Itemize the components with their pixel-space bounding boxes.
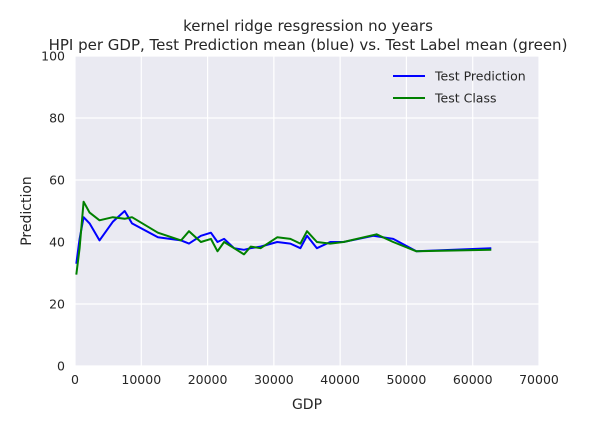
x-tick-label: 40000 <box>320 372 360 387</box>
legend: Test Prediction Test Class <box>393 69 526 106</box>
plot-area <box>75 56 539 366</box>
grid <box>74 55 540 367</box>
y-tick-label: 40 <box>49 235 65 250</box>
x-axis-label: GDP <box>292 397 322 413</box>
y-axis-label: Prediction <box>19 176 35 246</box>
x-tick-label: 0 <box>71 372 79 387</box>
y-tick-label: 80 <box>49 111 65 126</box>
chart-title-line2: HPI per GDP, Test Prediction mean (blue)… <box>49 36 568 54</box>
y-tick-label: 60 <box>49 173 65 188</box>
series-line-2 <box>75 200 492 275</box>
legend-label-2: Test Class <box>434 91 496 106</box>
x-tick-labels: 0 10000 20000 30000 40000 50000 60000 70000 <box>71 372 559 387</box>
x-tick-label: 30000 <box>254 372 294 387</box>
x-tick-label: 50000 <box>387 372 427 387</box>
x-tick-label: 70000 <box>519 372 559 387</box>
chart-title-line1: kernel ridge resgression no years <box>183 17 433 35</box>
series-line-1 <box>75 210 492 264</box>
y-tick-label: 0 <box>57 359 65 374</box>
x-tick-label: 20000 <box>188 372 228 387</box>
x-tick-label: 10000 <box>121 372 161 387</box>
y-tick-label: 100 <box>41 49 65 64</box>
x-tick-label: 60000 <box>453 372 493 387</box>
y-tick-label: 20 <box>49 297 65 312</box>
y-tick-labels: 0 20 40 60 80 100 <box>41 49 65 374</box>
legend-label-1: Test Prediction <box>434 69 526 84</box>
series-lines <box>75 200 492 275</box>
